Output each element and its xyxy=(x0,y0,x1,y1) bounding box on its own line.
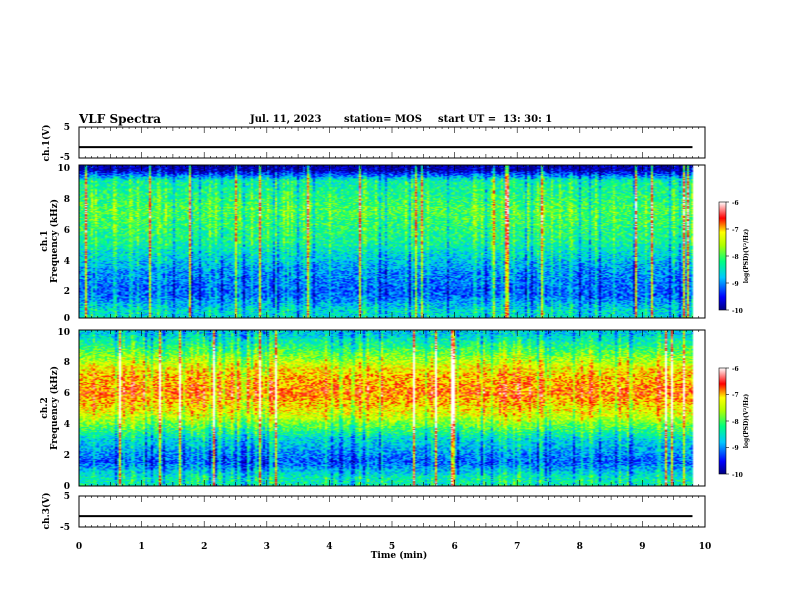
ch1-spectrogram-panel: 0 2 4 6 8 10 ch.1 Frequency (kHz) -6 -7 … xyxy=(40,164,750,324)
ch2-cb-tick-10: -10 xyxy=(732,472,743,479)
ch1-ticks xyxy=(78,127,706,158)
ch3-voltage-panel: 5 -5 ch.3(V) xyxy=(41,492,706,533)
time-axis-tick-3: 3 xyxy=(264,542,270,552)
ch1-cb-tick-8: -8 xyxy=(732,254,739,261)
ch2-colorbar xyxy=(718,367,727,475)
time-axis-tick-2: 2 xyxy=(201,542,207,552)
time-axis-tick-10: 10 xyxy=(699,542,712,552)
ch1-ylabel: ch.1(V) xyxy=(41,125,52,162)
date-label: Jul. 11, 2023 xyxy=(250,114,322,125)
ch1-spectrogram xyxy=(79,165,705,318)
ch2-spectrogram xyxy=(79,330,705,486)
ch1-spec-channel-label: ch.1 xyxy=(40,230,50,251)
ch1-colorbar-label: log(PSD)(V²/Hz) xyxy=(743,229,750,284)
ch2-cb-tick-8: -8 xyxy=(732,419,739,426)
start-time-label: start UT = 13: 30: 1 xyxy=(438,114,553,125)
ch2-spectrogram-panel: 0 2 4 6 8 10 ch.2 Frequency (kHz) -6 -7 … xyxy=(40,328,750,492)
time-axis-tick-labels: 0 1 2 3 4 5 6 7 8 9 10 xyxy=(76,542,711,552)
ch2-spec-channel-label: ch.2 xyxy=(40,397,50,418)
ch2-spec-ticks xyxy=(78,330,706,486)
station-label: station= MOS xyxy=(344,114,422,125)
ch1-cb-tick-7: -7 xyxy=(732,227,739,234)
time-axis-tick-5: 5 xyxy=(389,542,395,552)
ch3-ylabel: ch.3(V) xyxy=(41,493,52,530)
time-axis-tick-9: 9 xyxy=(639,542,645,552)
ch2-cb-tick-9: -9 xyxy=(732,445,739,452)
ch3-ytick-bottom: -5 xyxy=(60,523,70,533)
ch1-voltage-panel: 5 -5 ch.1(V) xyxy=(41,123,706,163)
ch2-spec-ylabel: Frequency (kHz) xyxy=(49,366,60,450)
ch2-spec-ytick-4: 4 xyxy=(64,420,70,430)
ch1-spec-ytick-0: 0 xyxy=(64,314,70,324)
ch2-spec-ytick-6: 6 xyxy=(64,389,70,399)
ch2-colorbar-ticks xyxy=(726,367,729,475)
ch2-spec-ytick-8: 8 xyxy=(64,358,70,368)
ch1-spec-ytick-10: 10 xyxy=(57,164,70,174)
ch1-cb-tick-6: -6 xyxy=(732,200,739,207)
time-axis-tick-6: 6 xyxy=(451,542,457,552)
time-axis-tick-7: 7 xyxy=(514,542,520,552)
time-axis-tick-0: 0 xyxy=(76,542,82,552)
time-axis-tick-1: 1 xyxy=(138,542,144,552)
ch1-spec-ytick-2: 2 xyxy=(64,287,70,297)
chart-title: VLF Spectra xyxy=(79,112,162,126)
time-axis-tick-8: 8 xyxy=(577,542,583,552)
ch1-colorbar-ticks xyxy=(726,201,729,311)
ch1-cb-tick-10: -10 xyxy=(732,308,743,315)
ch1-spec-ytick-4: 4 xyxy=(64,257,70,267)
ch1-spec-ytick-8: 8 xyxy=(64,195,70,205)
ch1-spec-ytick-6: 6 xyxy=(64,226,70,236)
ch2-spec-ytick-0: 0 xyxy=(64,482,70,492)
ch1-spec-ticks xyxy=(78,165,706,318)
ch1-ytick-bottom: -5 xyxy=(60,153,70,163)
ch1-colorbar xyxy=(718,201,727,311)
ch1-ytick-top: 5 xyxy=(64,123,70,133)
time-axis: 0 1 2 3 4 5 6 7 8 9 10 Time (min) xyxy=(76,542,711,561)
ch2-colorbar-label: log(PSD)(V²/Hz) xyxy=(743,394,750,449)
ch3-ytick-top: 5 xyxy=(64,492,70,502)
ch2-spec-ytick-10: 10 xyxy=(57,328,70,338)
time-axis-tick-4: 4 xyxy=(326,542,332,552)
ch2-cb-tick-7: -7 xyxy=(732,392,739,399)
ch2-spec-ytick-2: 2 xyxy=(64,451,70,461)
time-axis-label: Time (min) xyxy=(371,550,428,561)
ch3-ticks xyxy=(78,496,706,527)
ch1-cb-tick-9: -9 xyxy=(732,281,739,288)
ch1-spec-ylabel: Frequency (kHz) xyxy=(49,199,60,283)
ch2-cb-tick-6: -6 xyxy=(732,366,739,373)
